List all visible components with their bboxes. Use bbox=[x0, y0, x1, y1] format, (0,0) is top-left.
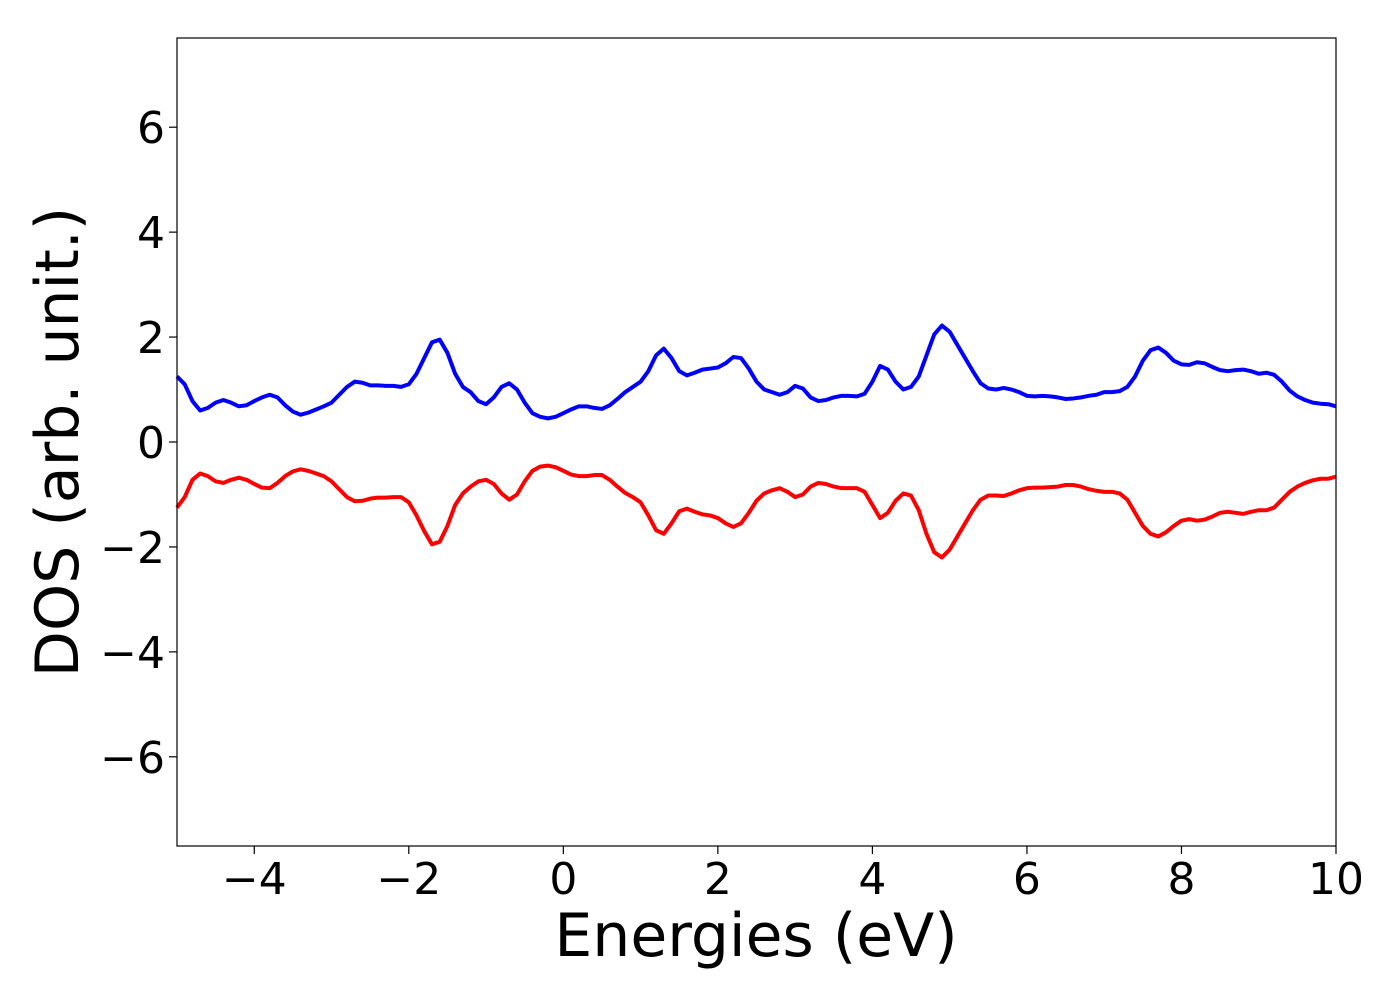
plot-area bbox=[175, 323, 1337, 560]
x-tick-label: −4 bbox=[222, 854, 287, 905]
x-tick-label: 10 bbox=[1308, 854, 1364, 905]
y-tick-label: 4 bbox=[137, 208, 165, 259]
series-line-2 bbox=[175, 463, 1337, 560]
x-tick-label: 8 bbox=[1167, 854, 1195, 905]
y-tick-label: −4 bbox=[100, 628, 165, 679]
x-tick-label: 4 bbox=[858, 854, 886, 905]
y-axis: 6 4 2 0 −2 −4 −6 bbox=[100, 103, 177, 784]
y-axis-title: DOS (arb. unit.) bbox=[23, 207, 93, 677]
y-tick-label: −6 bbox=[100, 733, 165, 784]
x-tick-label: −2 bbox=[376, 854, 441, 905]
y-tick-label: 0 bbox=[137, 418, 165, 469]
y-tick-label: 6 bbox=[137, 103, 165, 154]
y-tick-label: 2 bbox=[137, 313, 165, 364]
x-tick-label: 0 bbox=[549, 854, 577, 905]
x-axis-title: Energies (eV) bbox=[554, 901, 957, 971]
series-line-1 bbox=[175, 323, 1337, 421]
y-tick-label: −2 bbox=[100, 523, 165, 574]
x-tick-label: 6 bbox=[1013, 854, 1041, 905]
plot-frame bbox=[176, 37, 1337, 847]
x-tick-label: 2 bbox=[704, 854, 732, 905]
x-axis: −4 −2 0 2 4 6 8 10 bbox=[222, 846, 1364, 905]
